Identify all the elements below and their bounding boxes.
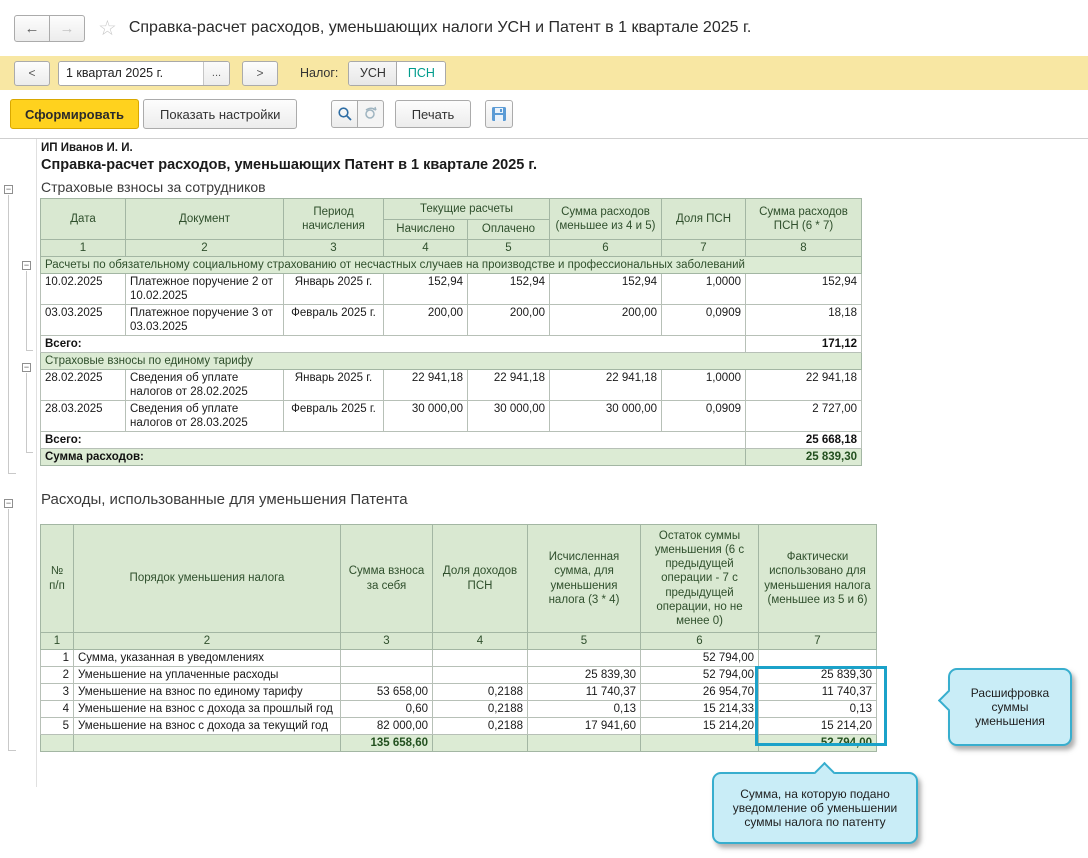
company-name: ИП Иванов И. И. — [41, 142, 133, 154]
insurance-table: Дата Документ Период начисления Текущие … — [40, 198, 862, 466]
expenses-total-row: Сумма расходов: 25 839,30 — [41, 449, 862, 466]
table-row: 28.02.2025 Сведения об уплате налогов от… — [41, 370, 862, 401]
subtotal-row: Всего: 171,12 — [41, 336, 862, 353]
tax-switch: УСН ПСН — [348, 61, 446, 86]
forward-arrow-icon: → — [60, 20, 75, 37]
table-row: 4 Уменьшение на взнос с дохода за прошлы… — [41, 701, 877, 718]
subtotal-row: Всего: 25 668,18 — [41, 432, 862, 449]
search-icon — [337, 106, 353, 122]
collapse-toggle[interactable]: − — [22, 261, 31, 270]
search-next-button[interactable] — [357, 100, 384, 128]
group-line — [26, 350, 33, 351]
highlight-box — [755, 666, 887, 746]
callout-text: Расшифровка суммы уменьшения — [960, 686, 1060, 728]
forward-button[interactable]: → — [49, 15, 85, 42]
print-button[interactable]: Печать — [395, 100, 471, 128]
section-title-insurance: Страховые взносы за сотрудников — [41, 179, 266, 195]
callout-reduction-detail: Расшифровка суммы уменьшения — [948, 668, 1072, 746]
callout-text: Сумма, на которую подано уведомление об … — [724, 787, 906, 829]
total-row: 135 658,60 52 794,00 — [41, 735, 877, 752]
group-line — [8, 750, 16, 751]
back-arrow-icon: ← — [25, 20, 40, 37]
group-line — [26, 452, 33, 453]
report-title: Справка-расчет расходов, уменьшающих Пат… — [41, 157, 537, 173]
titlebar: ← → ☆ Справка-расчет расходов, уменьшающ… — [0, 0, 1088, 56]
period-prev-button[interactable]: < — [14, 61, 50, 86]
group-line — [8, 509, 9, 751]
reduction-table: № п/п Порядок уменьшения налога Сумма вз… — [40, 524, 877, 752]
group-header-row: Расчеты по обязательному социальному стр… — [41, 257, 862, 274]
table-row: 5 Уменьшение на взнос с дохода за текущи… — [41, 718, 877, 735]
back-button[interactable]: ← — [14, 15, 50, 42]
period-input[interactable] — [59, 62, 203, 85]
group-line — [8, 473, 16, 474]
generate-button[interactable]: Сформировать — [10, 99, 139, 129]
group-line — [26, 271, 27, 351]
group-line — [8, 195, 9, 474]
actions-bar: Сформировать Показать настройки Печать — [0, 90, 1088, 138]
search-group — [331, 100, 384, 128]
save-floppy-icon — [491, 106, 507, 122]
save-button[interactable] — [485, 100, 513, 128]
period-field: ... — [58, 61, 230, 86]
search-button[interactable] — [331, 100, 358, 128]
tax-label: Налог: — [300, 66, 338, 80]
period-bar: < ... > Налог: УСН ПСН — [0, 56, 1088, 90]
show-settings-button[interactable]: Показать настройки — [143, 99, 297, 129]
table-row: 28.03.2025 Сведения об уплате налогов от… — [41, 401, 862, 432]
column-numbers-row: 12 34 56 78 — [41, 240, 862, 257]
callout-tail — [814, 762, 835, 783]
favorite-star-icon[interactable]: ☆ — [98, 18, 117, 39]
nav-history-group: ← → — [14, 15, 85, 42]
tax-option-usn[interactable]: УСН — [349, 62, 397, 85]
table-row: 3 Уменьшение на взнос по единому тарифу … — [41, 684, 877, 701]
search-next-icon — [363, 106, 379, 122]
callout-notification-sum: Сумма, на которую подано уведомление об … — [712, 772, 918, 844]
table-row: 10.02.2025 Платежное поручение 2 от 10.0… — [41, 274, 862, 305]
period-choose-button[interactable]: ... — [203, 62, 229, 85]
group-header-row: Страховые взносы по единому тарифу — [41, 353, 862, 370]
margin-divider — [36, 139, 37, 787]
report-canvas: − − − − ИП Иванов И. И. Справка-расчет р… — [0, 138, 1088, 858]
section-title-reduction: Расходы, использованные для уменьшения П… — [41, 491, 408, 508]
collapse-toggle[interactable]: − — [4, 499, 13, 508]
table-row: 03.03.2025 Платежное поручение 3 от 03.0… — [41, 305, 862, 336]
column-numbers-row: 12 34 56 7 — [41, 633, 877, 650]
table-row: 1 Сумма, указанная в уведомлениях 52 794… — [41, 650, 877, 667]
header-row: Дата Документ Период начисления Текущие … — [41, 199, 862, 220]
callout-tail — [938, 690, 959, 711]
page-title: Справка-расчет расходов, уменьшающих нал… — [129, 19, 751, 37]
collapse-toggle[interactable]: − — [22, 363, 31, 372]
header-row: № п/п Порядок уменьшения налога Сумма вз… — [41, 525, 877, 633]
table-row: 2 Уменьшение на уплаченные расходы 25 83… — [41, 667, 877, 684]
collapse-toggle[interactable]: − — [4, 185, 13, 194]
tax-option-psn[interactable]: ПСН — [397, 62, 445, 85]
period-next-button[interactable]: > — [242, 61, 278, 86]
group-line — [26, 373, 27, 453]
